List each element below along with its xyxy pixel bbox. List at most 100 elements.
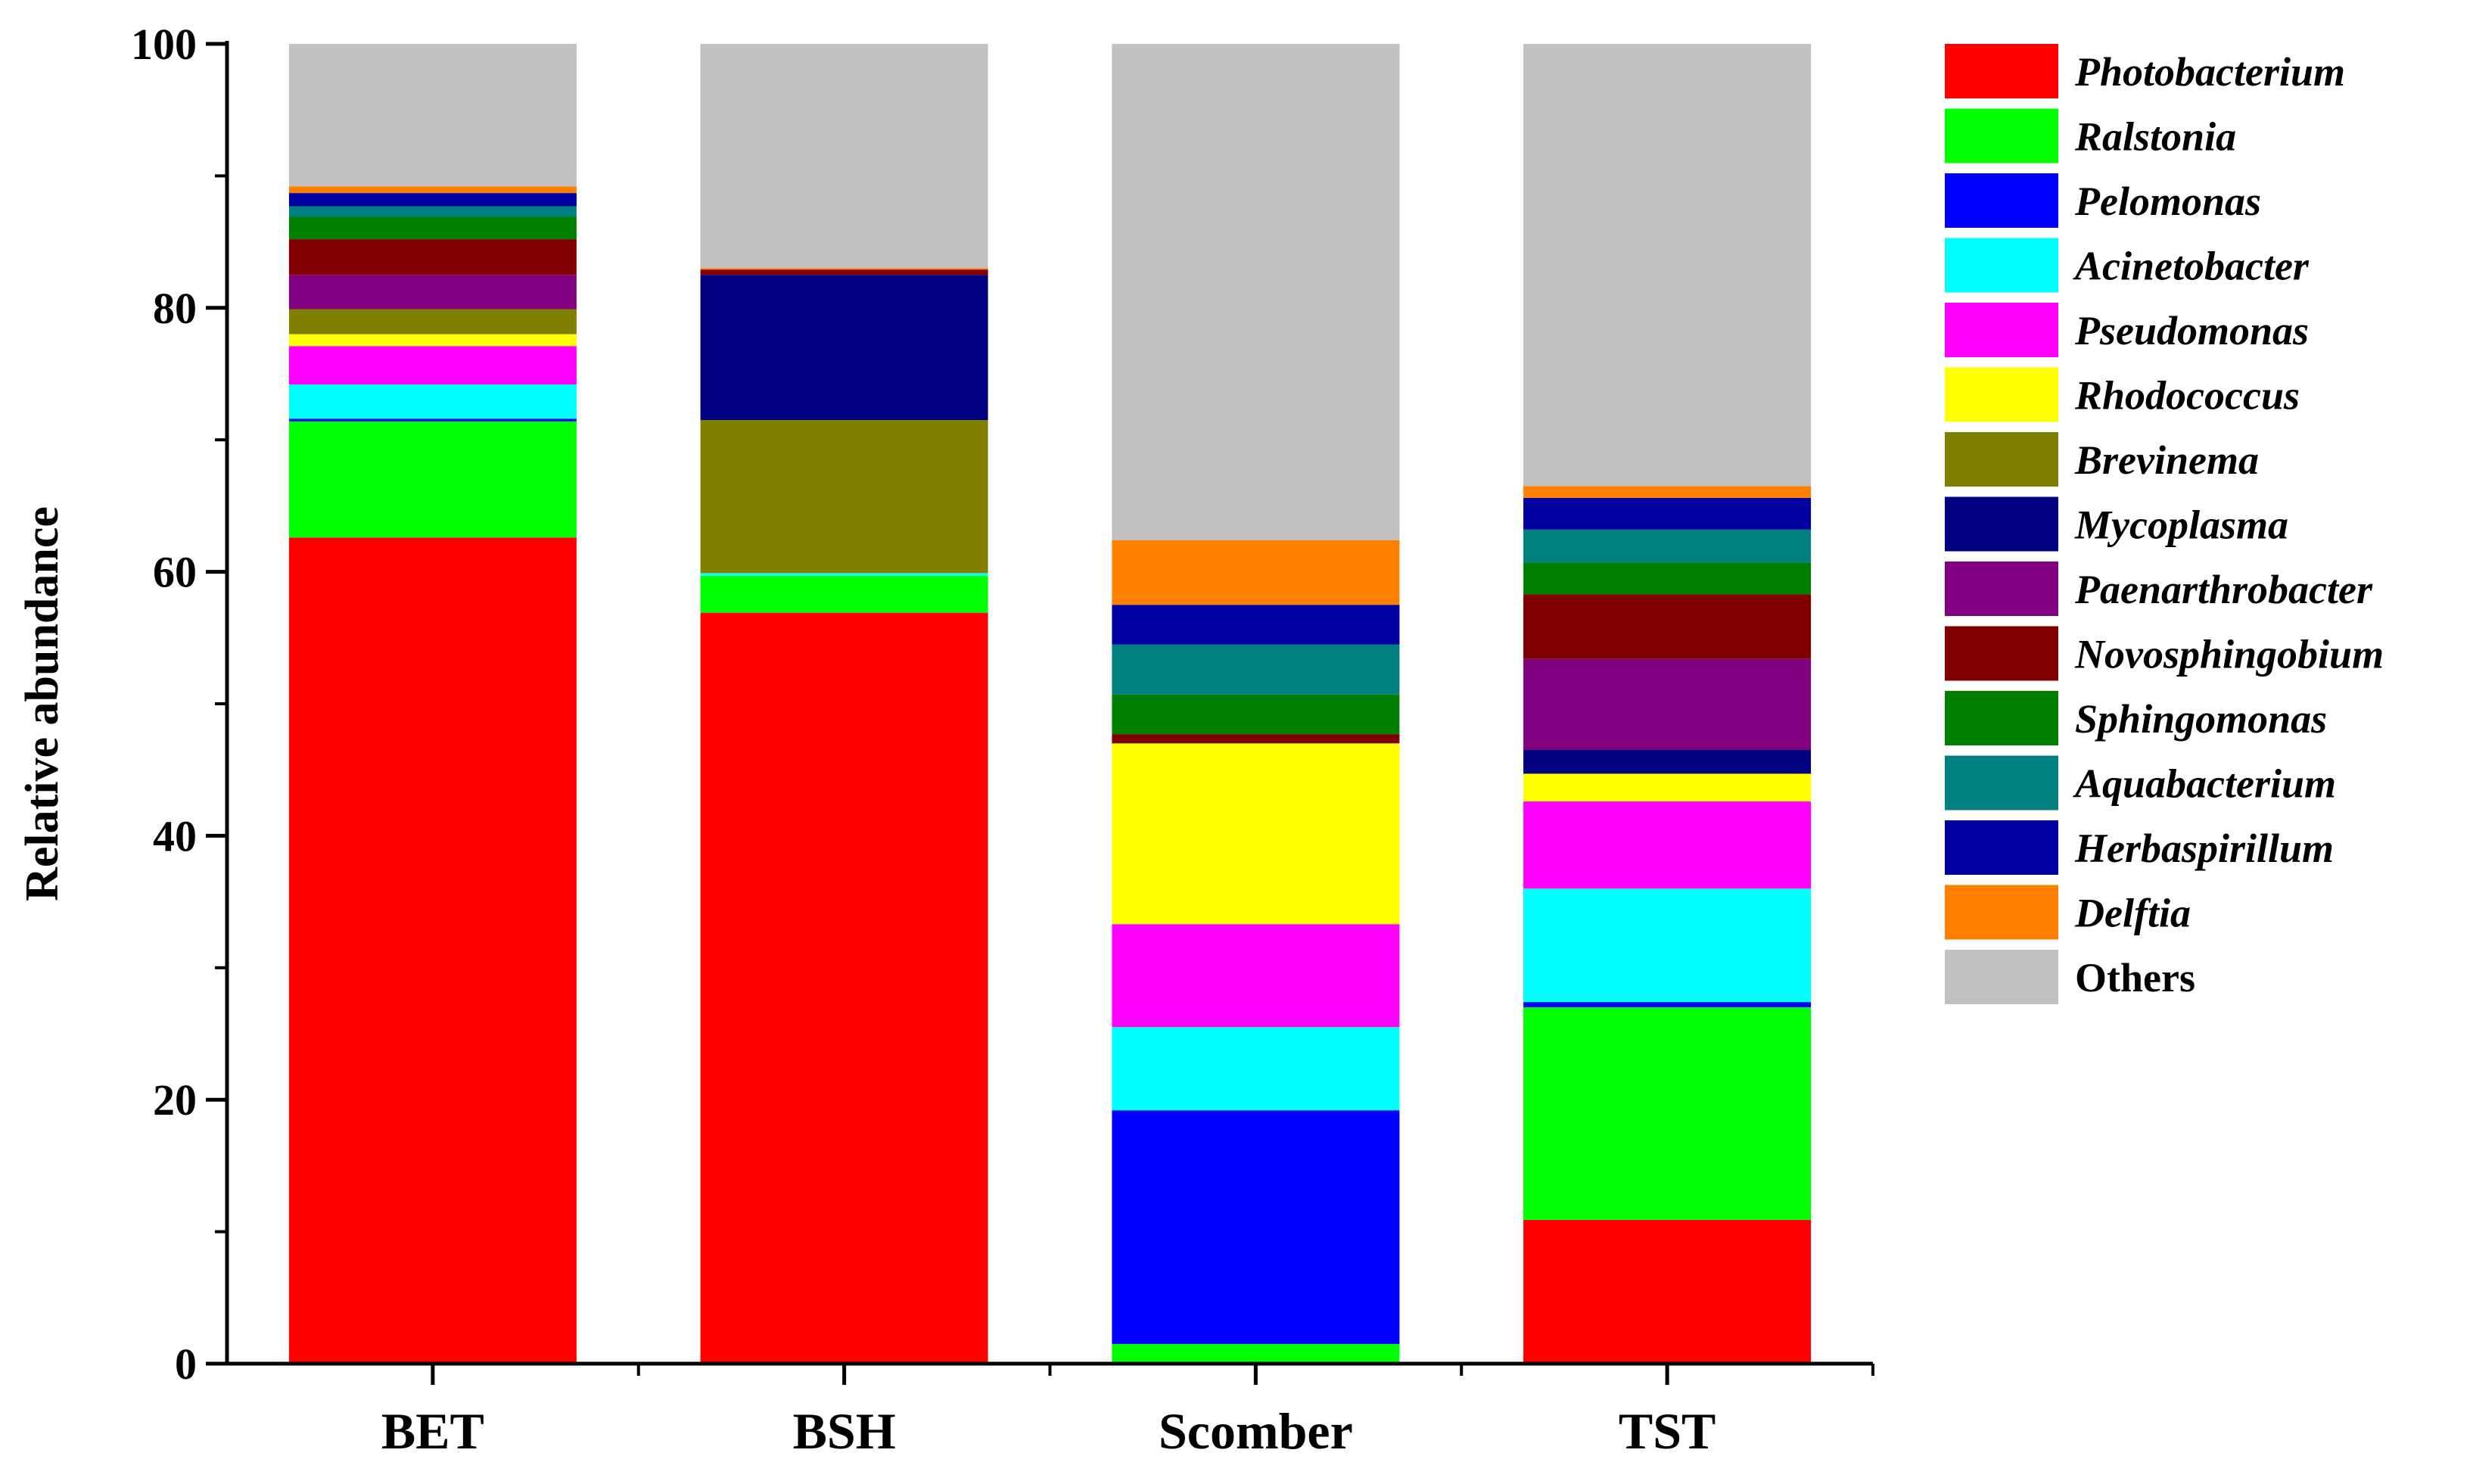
bar-segment-scomber-others	[1112, 44, 1400, 540]
bar-segment-tst-ralstonia	[1523, 1007, 1812, 1220]
bar-segment-bet-novosphingobium	[288, 239, 577, 275]
legend-label: Paenarthrobacter	[2074, 567, 2373, 612]
y-axis-title: Relative abundance	[17, 506, 68, 901]
legend-swatch	[1945, 496, 2058, 552]
y-tick-label: 100	[131, 20, 197, 69]
legend-swatch	[1945, 820, 2058, 875]
legend-label: Photobacterium	[2074, 49, 2345, 95]
bar-segment-tst-rhodococcus	[1523, 773, 1812, 801]
bar-segment-tst-novosphingobium	[1523, 594, 1812, 659]
legend-label: Pseudomonas	[2074, 308, 2309, 353]
legend-swatch	[1945, 950, 2058, 1004]
legend-item-pseudomonas: Pseudomonas	[1945, 303, 2309, 357]
bar-segment-scomber-aquabacterium	[1112, 644, 1400, 695]
legend-label: Novosphingobium	[2074, 632, 2384, 677]
legend-item-pelomonas: Pelomonas	[1945, 173, 2261, 228]
legend-swatch	[1945, 303, 2058, 357]
legend-swatch	[1945, 755, 2058, 810]
bar-segment-bet-delftia	[288, 186, 577, 194]
bar-segment-bet-pelomonas	[288, 418, 577, 422]
bar-segment-bsh-photobacterium	[700, 612, 988, 1364]
y-tick-label: 40	[153, 811, 197, 860]
bar-segment-bet-others	[288, 44, 577, 187]
legend-label: Aquabacterium	[2073, 761, 2336, 807]
legend-swatch	[1945, 367, 2058, 422]
bar-segment-scomber-pseudomonas	[1112, 924, 1400, 1028]
bar-segment-tst-pelomonas	[1523, 1002, 1812, 1008]
bar-stack-bsh	[700, 44, 988, 1364]
legend-label: Acinetobacter	[2073, 244, 2310, 289]
legend-item-herbaspirillum: Herbaspirillum	[1945, 820, 2334, 875]
legend-swatch	[1945, 432, 2058, 487]
bar-segment-bet-photobacterium	[288, 537, 577, 1364]
legend-item-others: Others	[1945, 950, 2195, 1004]
bar-segment-bet-aquabacterium	[288, 206, 577, 217]
legend-label: Brevinema	[2074, 437, 2259, 483]
legend-label: Ralstonia	[2074, 114, 2236, 160]
bar-segment-bsh-acinetobacter	[700, 573, 988, 576]
bar-segment-tst-others	[1523, 44, 1812, 487]
bar-segment-tst-aquabacterium	[1523, 529, 1812, 563]
bar-segment-scomber-rhodococcus	[1112, 743, 1400, 925]
legend-label: Others	[2075, 955, 2195, 1000]
bar-segment-tst-sphingomonas	[1523, 562, 1812, 595]
y-tick-label: 0	[175, 1339, 197, 1389]
legend-swatch	[1945, 238, 2058, 293]
bar-segment-bet-acinetobacter	[288, 384, 577, 419]
bar-segment-scomber-delftia	[1112, 540, 1400, 605]
legend-item-sphingomonas: Sphingomonas	[1945, 691, 2327, 745]
bar-segment-bet-brevinema	[288, 309, 577, 334]
legend-label: Rhodococcus	[2074, 373, 2300, 418]
bar-stack-bet	[288, 44, 577, 1364]
bar-segment-bet-sphingomonas	[288, 216, 577, 240]
bar-segment-bsh-others	[700, 44, 988, 269]
legend-swatch	[1945, 108, 2058, 163]
legend-item-delftia: Delftia	[1945, 885, 2191, 940]
bar-segment-bet-paenarthrobacter	[288, 275, 577, 310]
bar-segment-bet-pseudomonas	[288, 346, 577, 384]
bar-segment-bsh-brevinema	[700, 420, 988, 574]
legend-label: Pelomonas	[2074, 179, 2261, 224]
bar-stack-tst	[1523, 44, 1812, 1364]
legend: Photobacterium Ralstonia Pelomonas Acinetob…	[1945, 44, 2384, 1004]
legend-swatch	[1945, 173, 2058, 228]
legend-item-ralstonia: Ralstonia	[1945, 108, 2236, 163]
y-tick-label: 80	[153, 284, 197, 333]
legend-item-brevinema: Brevinema	[1945, 432, 2259, 487]
legend-label: Sphingomonas	[2075, 696, 2327, 742]
bar-segment-scomber-novosphingobium	[1112, 734, 1400, 744]
legend-item-photobacterium: Photobacterium	[1945, 44, 2345, 98]
x-tick-label-bet: BET	[381, 1402, 484, 1460]
legend-label: Herbaspirillum	[2074, 826, 2334, 871]
bars-layer	[288, 44, 1812, 1364]
bar-segment-bet-ralstonia	[288, 421, 577, 538]
bar-segment-bet-herbaspirillum	[288, 193, 577, 207]
bar-segment-scomber-herbaspirillum	[1112, 605, 1400, 645]
legend-label: Mycoplasma	[2074, 502, 2288, 548]
bar-segment-tst-delftia	[1523, 486, 1812, 498]
bar-segment-tst-acinetobacter	[1523, 888, 1812, 1003]
legend-swatch	[1945, 626, 2058, 681]
legend-item-novosphingobium: Novosphingobium	[1945, 626, 2384, 681]
x-tick-label-scomber: Scomber	[1159, 1402, 1353, 1460]
bar-segment-scomber-pelomonas	[1112, 1110, 1400, 1344]
legend-swatch	[1945, 691, 2058, 745]
axes-layer: 0 20 40 60 80 100 BET BSH Scomber TST Relative abu…	[17, 20, 1874, 1460]
bar-segment-scomber-acinetobacter	[1112, 1027, 1400, 1111]
bar-segment-bet-rhodococcus	[288, 334, 577, 347]
bar-segment-bsh-mycoplasma	[700, 275, 988, 420]
legend-item-rhodococcus: Rhodococcus	[1945, 367, 2300, 422]
legend-item-acinetobacter: Acinetobacter	[1945, 238, 2310, 293]
bar-segment-tst-herbaspirillum	[1523, 497, 1812, 530]
bar-segment-bsh-delftia	[700, 268, 988, 270]
x-tick-label-tst: TST	[1619, 1402, 1716, 1460]
bar-stack-scomber	[1112, 44, 1400, 1364]
bar-segment-tst-pseudomonas	[1523, 801, 1812, 889]
bar-segment-tst-mycoplasma	[1523, 750, 1812, 774]
legend-item-aquabacterium: Aquabacterium	[1945, 755, 2336, 810]
bar-segment-tst-photobacterium	[1523, 1219, 1812, 1364]
bar-segment-tst-paenarthrobacter	[1523, 658, 1812, 750]
legend-item-mycoplasma: Mycoplasma	[1945, 496, 2288, 552]
legend-item-paenarthrobacter: Paenarthrobacter	[1945, 562, 2373, 616]
